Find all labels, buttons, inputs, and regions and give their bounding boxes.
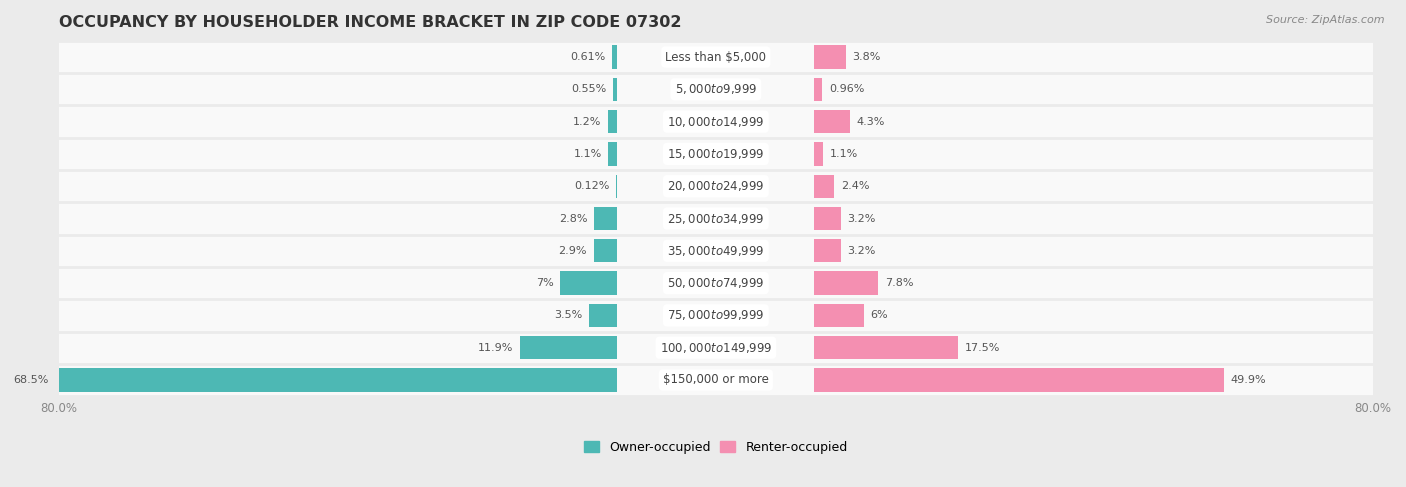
Bar — [814, 110, 849, 133]
Bar — [560, 271, 617, 295]
Text: 0.12%: 0.12% — [575, 181, 610, 191]
Bar — [814, 304, 863, 327]
FancyBboxPatch shape — [59, 267, 1372, 299]
Bar — [55, 368, 617, 392]
Text: $100,000 to $149,999: $100,000 to $149,999 — [659, 341, 772, 355]
FancyBboxPatch shape — [59, 364, 1372, 396]
FancyBboxPatch shape — [59, 106, 1372, 138]
Text: 68.5%: 68.5% — [13, 375, 49, 385]
Bar — [814, 78, 823, 101]
Text: $20,000 to $24,999: $20,000 to $24,999 — [666, 179, 765, 193]
Bar — [595, 207, 617, 230]
Bar — [814, 239, 841, 262]
Bar — [814, 207, 841, 230]
Text: 3.2%: 3.2% — [848, 213, 876, 224]
Text: 7%: 7% — [536, 278, 554, 288]
Bar — [814, 142, 824, 166]
FancyBboxPatch shape — [59, 41, 1372, 73]
Bar — [589, 304, 617, 327]
Bar — [609, 142, 617, 166]
Text: $150,000 or more: $150,000 or more — [662, 374, 769, 387]
Text: 2.8%: 2.8% — [560, 213, 588, 224]
Text: $15,000 to $19,999: $15,000 to $19,999 — [666, 147, 765, 161]
Text: $50,000 to $74,999: $50,000 to $74,999 — [666, 276, 765, 290]
Bar — [814, 45, 845, 69]
Bar — [520, 336, 617, 359]
Text: 0.61%: 0.61% — [571, 52, 606, 62]
Text: 3.8%: 3.8% — [852, 52, 880, 62]
FancyBboxPatch shape — [59, 332, 1372, 364]
Bar — [814, 336, 957, 359]
Text: $10,000 to $14,999: $10,000 to $14,999 — [666, 114, 765, 129]
Text: 17.5%: 17.5% — [965, 343, 1000, 353]
Bar — [613, 78, 617, 101]
Text: 0.55%: 0.55% — [571, 84, 606, 94]
Text: 3.5%: 3.5% — [554, 310, 582, 320]
Text: 2.4%: 2.4% — [841, 181, 869, 191]
Text: OCCUPANCY BY HOUSEHOLDER INCOME BRACKET IN ZIP CODE 07302: OCCUPANCY BY HOUSEHOLDER INCOME BRACKET … — [59, 15, 682, 30]
Bar — [814, 175, 834, 198]
Text: 11.9%: 11.9% — [478, 343, 513, 353]
Text: 7.8%: 7.8% — [884, 278, 914, 288]
Text: $25,000 to $34,999: $25,000 to $34,999 — [666, 211, 765, 225]
Bar — [814, 271, 879, 295]
Text: 1.2%: 1.2% — [572, 116, 600, 127]
Text: 1.1%: 1.1% — [574, 149, 602, 159]
Text: 3.2%: 3.2% — [848, 246, 876, 256]
Text: $35,000 to $49,999: $35,000 to $49,999 — [666, 244, 765, 258]
Bar — [607, 110, 617, 133]
Legend: Owner-occupied, Renter-occupied: Owner-occupied, Renter-occupied — [583, 441, 848, 454]
FancyBboxPatch shape — [59, 235, 1372, 267]
Text: $5,000 to $9,999: $5,000 to $9,999 — [675, 82, 756, 96]
Text: 1.1%: 1.1% — [830, 149, 858, 159]
FancyBboxPatch shape — [59, 138, 1372, 170]
Text: Less than $5,000: Less than $5,000 — [665, 51, 766, 63]
FancyBboxPatch shape — [59, 203, 1372, 235]
FancyBboxPatch shape — [59, 170, 1372, 203]
Text: 6%: 6% — [870, 310, 887, 320]
Text: 49.9%: 49.9% — [1230, 375, 1267, 385]
Bar — [593, 239, 617, 262]
Text: 4.3%: 4.3% — [856, 116, 884, 127]
Text: Source: ZipAtlas.com: Source: ZipAtlas.com — [1267, 15, 1385, 25]
FancyBboxPatch shape — [59, 299, 1372, 332]
Bar — [613, 45, 617, 69]
Text: 0.96%: 0.96% — [828, 84, 865, 94]
FancyBboxPatch shape — [59, 73, 1372, 106]
Bar — [814, 368, 1225, 392]
Text: 2.9%: 2.9% — [558, 246, 586, 256]
Text: $75,000 to $99,999: $75,000 to $99,999 — [666, 308, 765, 322]
